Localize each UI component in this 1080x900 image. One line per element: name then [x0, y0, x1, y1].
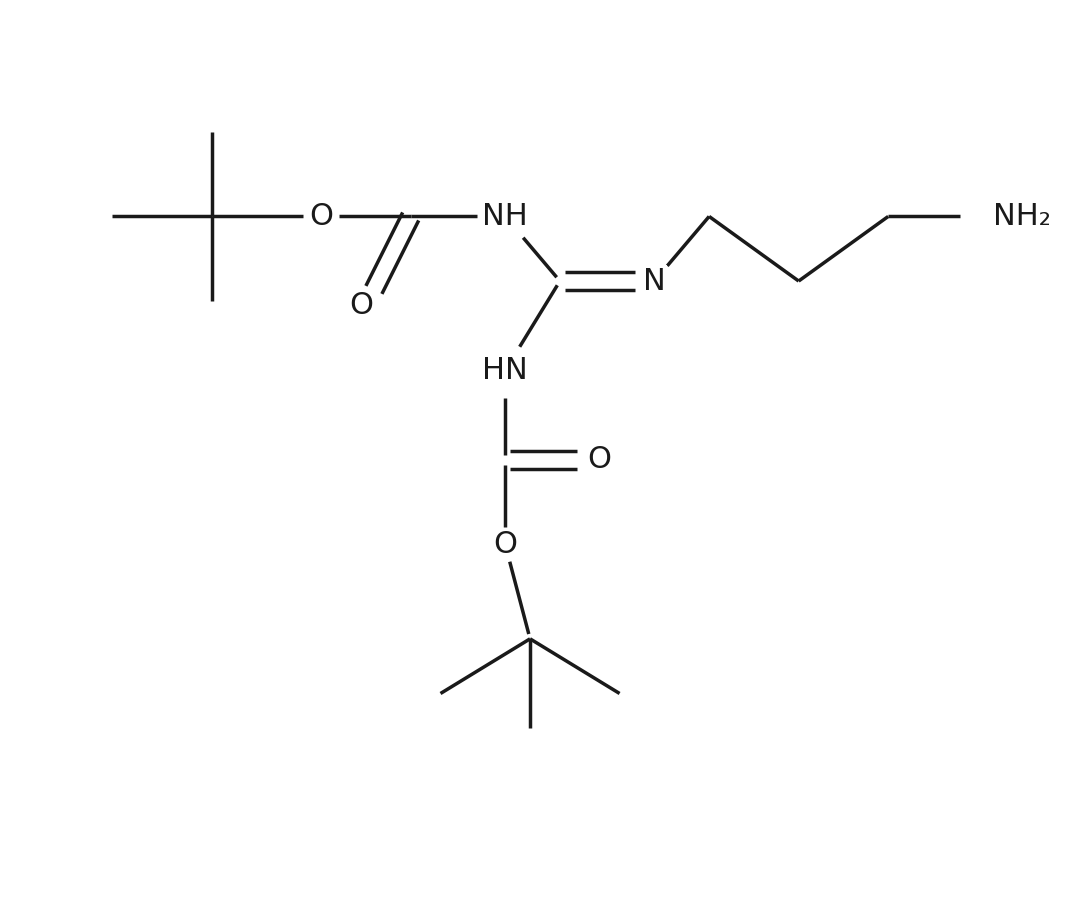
Text: NH: NH	[483, 202, 528, 231]
Text: O: O	[494, 530, 517, 559]
Text: O: O	[349, 292, 373, 320]
Text: N: N	[643, 266, 665, 295]
Text: HN: HN	[483, 356, 528, 385]
Text: O: O	[309, 202, 333, 231]
Text: NH₂: NH₂	[993, 202, 1051, 231]
Text: O: O	[588, 446, 611, 474]
